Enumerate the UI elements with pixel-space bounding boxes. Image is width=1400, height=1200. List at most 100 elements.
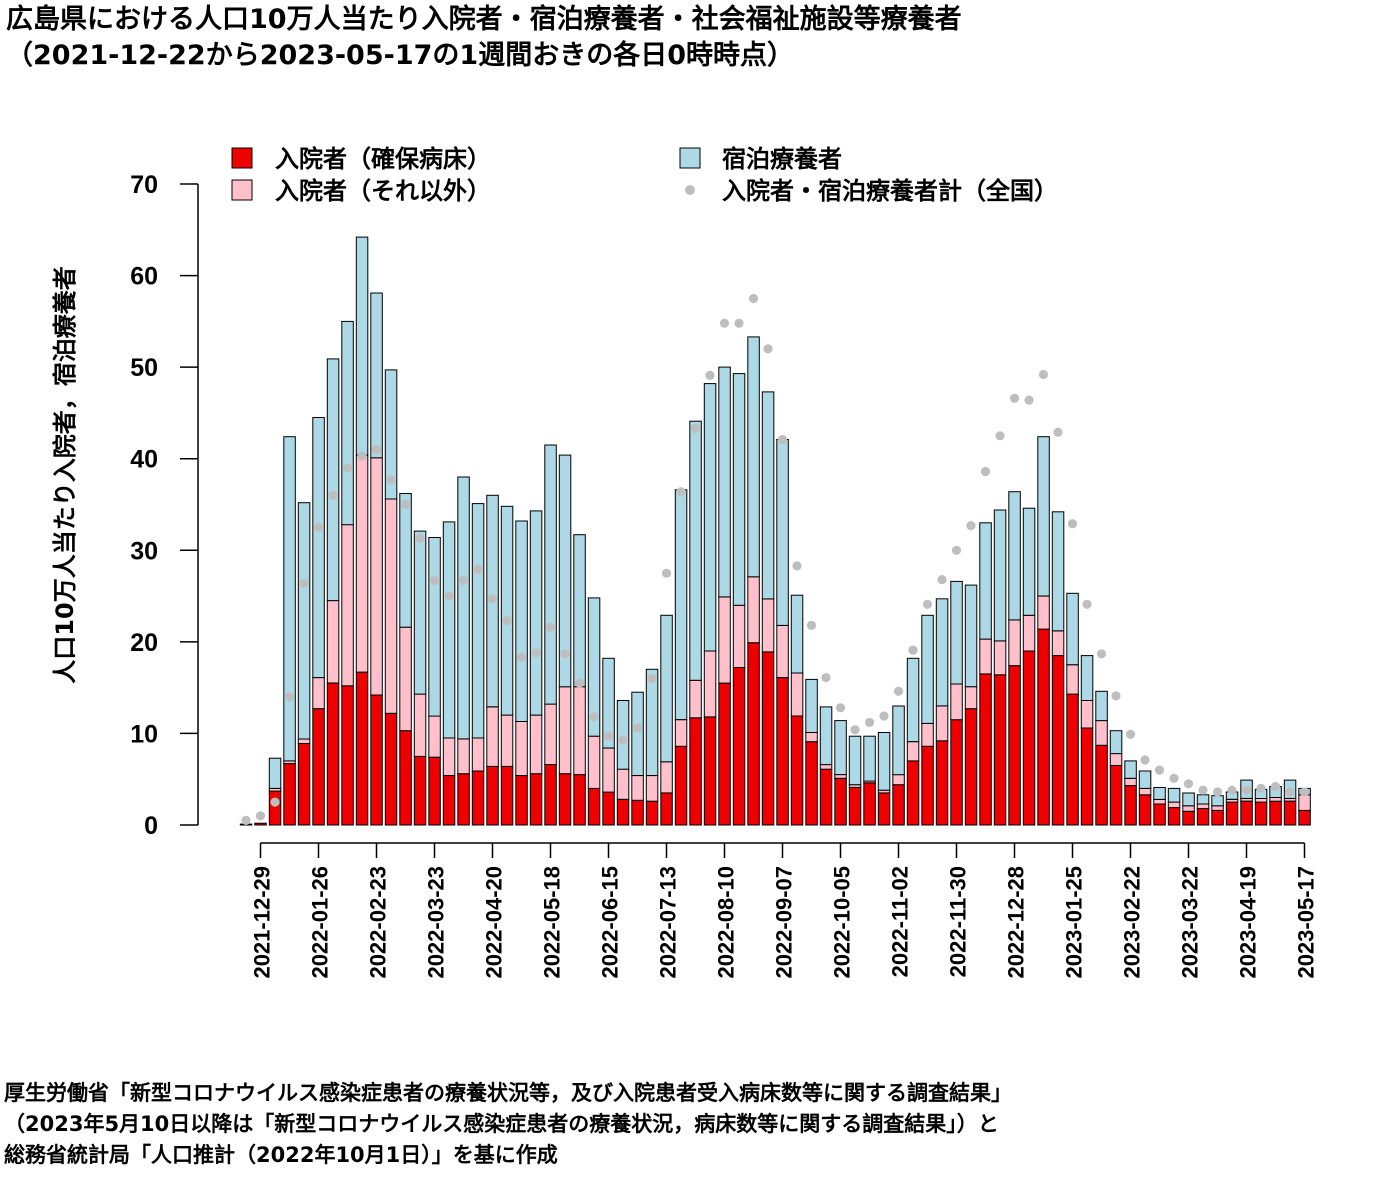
bar-secured-beds: [834, 777, 847, 826]
bar-other-hospitalized: [500, 714, 514, 767]
bar-secured-beds: [1167, 807, 1181, 826]
bar-other-hospitalized: [1022, 614, 1036, 652]
national-total-point: [1169, 773, 1179, 783]
bar-secured-beds: [1138, 794, 1152, 826]
bar-hotel-recuperation: [355, 236, 369, 456]
x-tick-label: 2022-02-23: [366, 866, 391, 979]
bar-other-hospitalized: [732, 604, 746, 669]
y-tick-label: 60: [130, 263, 158, 291]
legend-national-total-swatch: [685, 185, 695, 195]
bar-secured-beds: [602, 791, 615, 826]
bar-other-hospitalized: [1298, 794, 1311, 811]
national-total-point: [502, 616, 512, 626]
bar-hotel-recuperation: [747, 336, 760, 578]
x-tick-label: 2022-08-10: [714, 866, 739, 979]
bar-hotel-recuperation: [326, 358, 340, 602]
bar-secured-beds: [1225, 801, 1239, 826]
y-tick-label: 20: [130, 629, 158, 657]
bar-secured-beds: [573, 774, 586, 826]
bar-hotel-recuperation: [573, 534, 586, 688]
bar-secured-beds: [471, 770, 485, 826]
bar-hotel-recuperation: [587, 597, 601, 737]
bar-secured-beds: [355, 671, 369, 826]
national-total-point: [705, 370, 715, 380]
national-total-point: [1270, 781, 1281, 792]
bar-hotel-recuperation: [1138, 770, 1152, 789]
bar-hotel-recuperation: [935, 598, 949, 707]
bar-hotel-recuperation: [384, 369, 398, 500]
bar-secured-beds: [674, 745, 688, 826]
bar-other-hospitalized: [689, 679, 702, 719]
bar-secured-beds: [254, 822, 267, 826]
bar-secured-beds: [1051, 655, 1065, 826]
x-tick-label: 2022-03-23: [424, 866, 449, 979]
bar-secured-beds: [486, 765, 499, 826]
bar-other-hospitalized: [573, 686, 586, 776]
bar-other-hospitalized: [602, 747, 615, 793]
bar-other-hospitalized: [964, 686, 978, 710]
bar-hotel-recuperation: [790, 594, 804, 674]
bar-other-hospitalized: [442, 737, 456, 776]
national-total-point: [1038, 369, 1049, 380]
national-total-point: [1256, 783, 1266, 794]
national-total-point: [1227, 785, 1237, 795]
bar-hotel-recuperation: [964, 584, 978, 688]
bar-secured-beds: [1298, 809, 1311, 826]
national-total-point: [893, 686, 904, 696]
bar-other-hospitalized: [370, 457, 383, 696]
national-total-point: [531, 648, 541, 658]
bar-other-hospitalized: [1182, 805, 1195, 812]
bar-other-hospitalized: [631, 775, 644, 801]
bar-hotel-recuperation: [892, 705, 905, 776]
x-tick-label: 2023-05-17: [1294, 866, 1319, 979]
bar-secured-beds: [413, 755, 427, 826]
national-total-point: [1009, 393, 1020, 403]
bar-secured-beds: [384, 712, 398, 826]
national-total-point: [922, 599, 933, 609]
y-tick-label: 50: [130, 354, 158, 382]
bar-other-hospitalized: [1211, 805, 1224, 811]
bar-other-hospitalized: [529, 714, 543, 775]
bar-secured-beds: [718, 682, 731, 826]
bar-secured-beds: [660, 792, 673, 826]
national-total-point: [806, 620, 817, 631]
bar-hotel-recuperation: [761, 391, 775, 600]
national-total-point: [632, 723, 643, 733]
bar-other-hospitalized: [660, 761, 673, 794]
bar-secured-beds: [703, 716, 717, 826]
bar-secured-beds: [790, 715, 804, 826]
national-total-point: [995, 431, 1005, 441]
bar-hotel-recuperation: [283, 436, 296, 762]
bar-secured-beds: [761, 651, 775, 826]
bar-secured-beds: [370, 694, 383, 826]
bar-hotel-recuperation: [1080, 655, 1094, 701]
national-total-point: [241, 815, 251, 826]
bar-other-hospitalized: [326, 600, 340, 684]
bar-secured-beds: [645, 800, 659, 826]
bar-hotel-recuperation: [442, 521, 456, 739]
bar-secured-beds: [950, 719, 963, 826]
bar-hotel-recuperation: [428, 537, 441, 717]
national-total-point: [1212, 787, 1223, 797]
y-tick-label: 30: [130, 537, 158, 565]
national-total-point: [966, 521, 976, 531]
bar-hotel-recuperation: [776, 439, 789, 626]
national-total-point: [980, 466, 991, 477]
y-axis-label: 人口10万人当たり入院者，宿泊療養者: [51, 266, 79, 683]
national-total-point: [299, 578, 309, 588]
bar-hotel-recuperation: [950, 580, 963, 685]
national-total-point: [342, 463, 353, 473]
x-tick-label: 2022-09-07: [772, 866, 797, 979]
national-total-point: [1067, 519, 1078, 529]
bar-secured-beds: [1182, 810, 1195, 826]
legend-other-hospitalized-label: 入院者（それ以外）: [275, 177, 491, 205]
bar-secured-beds: [1153, 803, 1166, 826]
bar-secured-beds: [1124, 785, 1137, 826]
national-total-point: [560, 649, 570, 659]
bar-hotel-recuperation: [1095, 690, 1108, 722]
bar-secured-beds: [1066, 693, 1079, 826]
bar-secured-beds: [993, 674, 1007, 826]
national-total-point: [516, 652, 527, 663]
bar-secured-beds: [906, 760, 920, 826]
bar-secured-beds: [819, 768, 833, 826]
